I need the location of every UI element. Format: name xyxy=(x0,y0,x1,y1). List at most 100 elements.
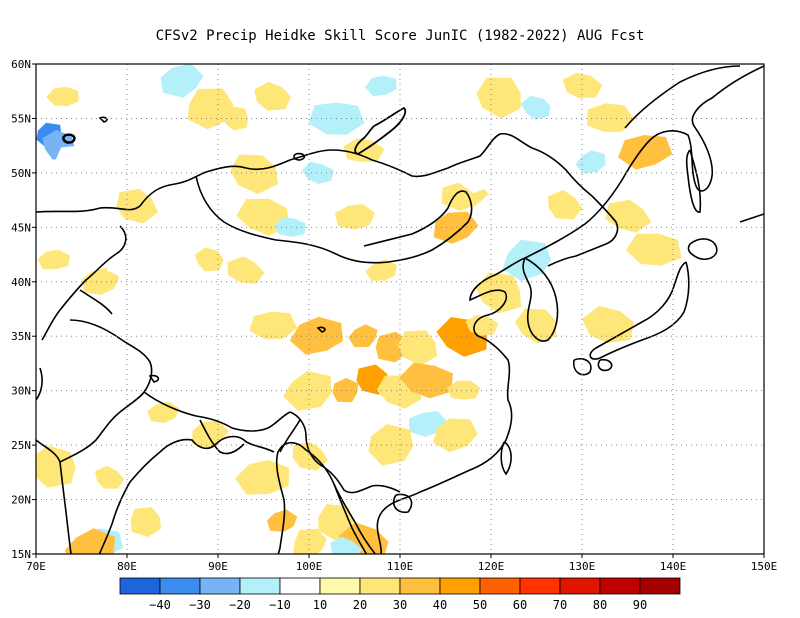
skill-patch xyxy=(399,362,453,399)
skill-patch xyxy=(436,67,476,105)
skill-patch xyxy=(192,420,229,450)
colorbar-label: −20 xyxy=(229,598,251,612)
skill-patch xyxy=(249,311,298,340)
latitude-labels: 15N 20N 25N 30N 35N 40N 45N 50N 55N 60N xyxy=(11,58,36,561)
skill-patch xyxy=(575,150,606,174)
skill-patch xyxy=(53,145,110,181)
skill-patch xyxy=(36,445,76,488)
colorbar-swatch xyxy=(119,577,161,595)
skill-patch xyxy=(301,161,334,184)
skill-patch xyxy=(293,528,327,554)
skill-patch xyxy=(235,460,290,495)
graticule xyxy=(36,64,764,554)
colorbar-label: 80 xyxy=(593,598,607,612)
skill-patch xyxy=(95,465,125,489)
colorbar-swatch xyxy=(239,577,281,595)
skill-patch xyxy=(348,324,378,348)
colorbar-label: 30 xyxy=(393,598,407,612)
skill-patch xyxy=(582,305,635,344)
y-tick-label: 25N xyxy=(11,439,31,452)
skill-patch xyxy=(283,371,332,411)
longitude-labels: 70E 80E 90E 100E 110E 120E 130E 140E 150E xyxy=(26,554,777,573)
skill-patch xyxy=(254,81,291,111)
skill-patch xyxy=(332,377,359,403)
skill-patch xyxy=(130,507,161,537)
y-tick-label: 55N xyxy=(11,112,31,125)
skill-patch xyxy=(90,323,130,349)
skill-patch xyxy=(515,308,557,344)
x-tick-label: 130E xyxy=(569,560,596,573)
y-tick-label: 40N xyxy=(11,276,31,289)
skill-patch xyxy=(341,421,368,446)
skill-patch xyxy=(89,509,130,533)
colorbar-label: 20 xyxy=(353,598,367,612)
x-tick-label: 110E xyxy=(387,560,414,573)
skill-patch xyxy=(409,255,446,286)
x-tick-label: 70E xyxy=(26,560,46,573)
skill-patch xyxy=(626,233,682,266)
skill-patch xyxy=(532,214,559,240)
y-tick-label: 45N xyxy=(11,221,31,234)
map-title: CFSv2 Precip Heidke Skill Score JunIC (1… xyxy=(155,28,645,44)
skill-patch xyxy=(548,282,581,302)
colorbar-label: −10 xyxy=(269,598,291,612)
skill-patch xyxy=(107,243,149,279)
colorbar-swatch xyxy=(519,577,561,595)
skill-patch xyxy=(520,95,551,120)
x-tick-label: 140E xyxy=(660,560,687,573)
colorbar-swatch xyxy=(199,577,241,595)
skill-patch xyxy=(381,114,419,144)
skill-patch xyxy=(166,475,214,503)
skill-patch xyxy=(160,64,204,98)
x-tick-label: 90E xyxy=(208,560,228,573)
colorbar-label: −30 xyxy=(189,598,211,612)
skill-patch xyxy=(257,234,307,265)
skill-patch xyxy=(273,217,306,237)
skill-patch xyxy=(187,88,234,130)
country-borders xyxy=(36,132,619,554)
y-tick-label: 20N xyxy=(11,494,31,507)
skill-patch xyxy=(267,509,298,532)
skill-patch xyxy=(37,249,70,270)
colorbar-label: 70 xyxy=(553,598,567,612)
y-tick-label: 35N xyxy=(11,330,31,343)
skill-patch xyxy=(65,189,98,220)
skill-patch xyxy=(159,218,202,260)
skill-patch xyxy=(297,70,343,102)
skill-patch xyxy=(147,401,180,423)
colorbar-swatch xyxy=(399,577,441,595)
y-tick-label: 30N xyxy=(11,385,31,398)
skill-patch xyxy=(226,346,267,370)
x-tick-label: 100E xyxy=(296,560,323,573)
skill-patch xyxy=(538,157,572,187)
skill-patch xyxy=(498,346,540,371)
skill-patch xyxy=(88,93,129,120)
skill-patch xyxy=(618,135,673,170)
skill-patch xyxy=(330,536,363,554)
skill-patch xyxy=(67,365,114,397)
colorbar: −40 −30 −20 −10 10 20 30 40 50 60 70 80 90 xyxy=(119,577,681,612)
colorbar-label: 60 xyxy=(513,598,527,612)
skill-patch xyxy=(126,441,166,470)
skill-patch xyxy=(143,144,183,181)
colorbar-label: 40 xyxy=(433,598,447,612)
skill-patch xyxy=(447,380,481,400)
skill-field xyxy=(36,64,682,554)
skill-patch xyxy=(71,417,111,453)
colorbar-swatch xyxy=(599,577,641,595)
skill-patch xyxy=(289,316,344,355)
colorbar-label: 10 xyxy=(313,598,327,612)
colorbar-swatch xyxy=(319,577,361,595)
skill-patch xyxy=(476,77,521,119)
skill-patch xyxy=(222,106,248,131)
skill-patch xyxy=(502,239,551,281)
y-tick-label: 50N xyxy=(11,167,31,180)
x-tick-label: 120E xyxy=(478,560,505,573)
skill-patch xyxy=(230,154,279,194)
colorbar-label: 90 xyxy=(633,598,647,612)
skill-patch xyxy=(397,330,438,366)
skill-patch xyxy=(194,247,224,272)
skill-patch xyxy=(46,86,79,107)
colorbar-swatch xyxy=(279,577,321,595)
colorbar-swatch xyxy=(159,577,201,595)
